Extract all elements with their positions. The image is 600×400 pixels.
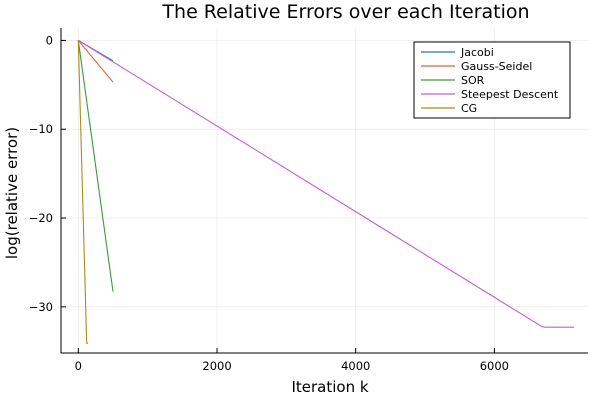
legend-label: CG (461, 102, 477, 115)
y-tick-label: −30 (29, 300, 53, 314)
plot-frame (60, 28, 588, 354)
y-axis-label: log(relative error) (3, 127, 21, 259)
x-tick-label: 2000 (202, 359, 231, 373)
x-tick-label: 4000 (341, 359, 370, 373)
series-group (77, 39, 575, 344)
x-tick-label: 6000 (480, 359, 509, 373)
x-tick-label: 0 (75, 359, 82, 373)
y-tick-label: −10 (29, 122, 53, 136)
legend-label: Jacobi (460, 46, 494, 59)
y-tick-label: 0 (46, 33, 53, 47)
legend-label: Steepest Descent (461, 88, 559, 101)
y-tick-label: −20 (29, 211, 53, 225)
legend-label: SOR (461, 74, 485, 87)
series-line-4 (77, 40, 88, 344)
legend-label: Gauss-Seidel (461, 60, 532, 73)
ticks: 0 2000 4000 6000 0 −10 −20 −30 (29, 33, 509, 373)
series-line-1 (77, 40, 114, 83)
chart-title: The Relative Errors over each Iteration (161, 1, 529, 23)
series-line-2 (77, 40, 114, 292)
legend-box (413, 41, 571, 119)
x-axis-label: Iteration k (291, 378, 368, 396)
series-line-3 (78, 39, 575, 328)
